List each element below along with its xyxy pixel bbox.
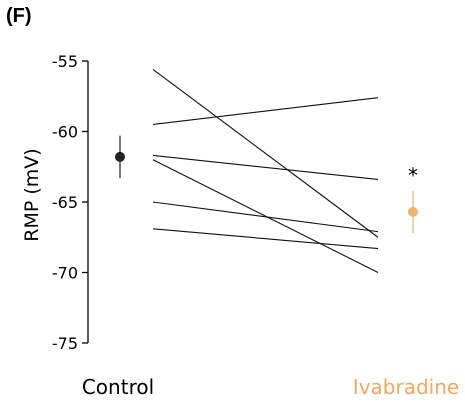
y-tick-label: -70 — [52, 264, 78, 283]
paired-line — [152, 201, 379, 233]
y-tick-label: -55 — [52, 52, 78, 71]
paired-line — [152, 228, 379, 250]
paired-line — [152, 97, 379, 125]
category-label: Ivabradine — [353, 375, 459, 399]
panel-label: (F) — [6, 5, 32, 27]
paired-lines — [152, 69, 379, 273]
group-means — [115, 135, 418, 234]
category-label: Control — [82, 375, 154, 399]
y-tick-label: -75 — [52, 334, 78, 353]
paired-line — [152, 69, 379, 238]
paired-line — [152, 159, 379, 273]
mean-point — [408, 206, 418, 217]
mean-point — [115, 151, 125, 162]
annotations: * — [408, 164, 418, 188]
y-tick-label: -60 — [52, 123, 78, 142]
paired-line — [152, 154, 379, 180]
y-axis-title: RMP (mV) — [21, 148, 43, 241]
y-axis: -55 -60 -65 -70 -75 — [52, 52, 89, 353]
y-tick-label: -65 — [52, 193, 78, 212]
significance-marker: * — [408, 164, 418, 188]
category-labels: Control Ivabradine — [82, 375, 459, 399]
